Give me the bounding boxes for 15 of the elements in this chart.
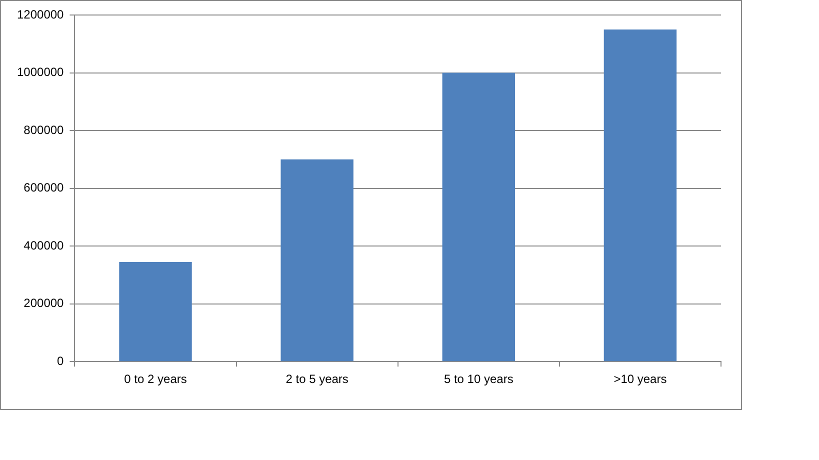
x-tick-label: 5 to 10 years [444, 372, 514, 386]
bar [280, 159, 354, 362]
bar [442, 72, 515, 362]
bar [119, 262, 192, 362]
y-tick-label: 400000 [24, 238, 64, 252]
bar [604, 29, 677, 362]
y-tick-label: 600000 [24, 180, 64, 195]
y-tick-label: 800000 [24, 122, 64, 137]
y-tick-label: 0 [57, 354, 64, 368]
x-tick-label: 2 to 5 years [286, 372, 348, 386]
y-tick-label: 200000 [24, 296, 64, 310]
y-tick-label: 1000000 [17, 65, 64, 80]
x-tick-label: 0 to 2 years [124, 372, 187, 386]
x-tick-label: >10 years [614, 372, 667, 386]
y-tick-label: 1200000 [17, 7, 64, 22]
